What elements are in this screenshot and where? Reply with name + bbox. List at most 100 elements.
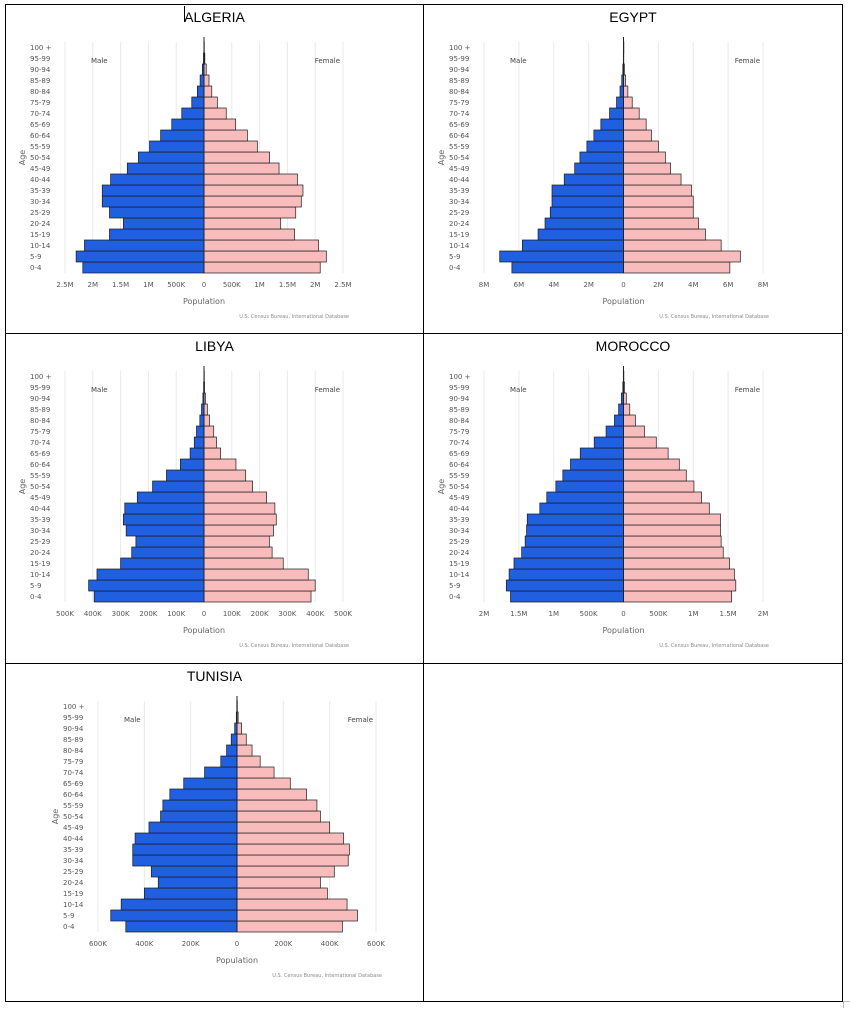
age-tick-label: 30-34	[449, 527, 470, 535]
age-tick-label: 45-49	[30, 494, 50, 502]
male-bar	[126, 162, 205, 175]
panel-title: TUNISIA	[186, 668, 243, 684]
age-tick-label: 65-69	[30, 450, 50, 458]
x-tick-label: 4M	[549, 281, 560, 289]
female-bar	[623, 250, 741, 263]
x-tick-label: 600K	[367, 940, 385, 948]
age-tick-label: 20-24	[30, 549, 51, 557]
female-bar	[203, 85, 213, 98]
panel-tunisia: TUNISIA 0-4 5-9 10-14 15-19 20-24 25-29 30-34 3…	[5, 663, 424, 1002]
female-label: Female	[315, 57, 340, 65]
male-bar	[149, 140, 205, 153]
female-bar	[203, 590, 312, 603]
male-bar	[180, 458, 205, 471]
age-tick-label: 100 +	[449, 373, 471, 381]
male-bar	[562, 469, 624, 482]
female-bar	[203, 458, 237, 471]
male-bar	[226, 744, 238, 757]
female-bar	[203, 524, 274, 537]
panel-empty	[423, 663, 843, 1002]
female-bar	[623, 129, 652, 142]
x-tick-label: 400K	[84, 610, 102, 618]
age-tick-label: 60-64	[30, 461, 51, 469]
female-bar	[623, 85, 629, 98]
age-tick-label: 75-79	[30, 99, 50, 107]
age-tick-label: 15-19	[30, 560, 50, 568]
male-label: Male	[510, 386, 527, 394]
age-tick-label: 65-69	[449, 450, 469, 458]
x-tick-label: 500K	[167, 281, 185, 289]
pyramid-grid: ALGERIA 0-4 5-9 10-14 15-19 20-24 25-29 30-34 3…	[5, 4, 843, 1002]
age-tick-label: 60-64	[30, 132, 51, 140]
male-bar	[132, 843, 238, 856]
population-pyramid-chart: 0-4 5-9 10-14 15-19 20-24 25-29 30-34 35-39 40-4…	[437, 37, 769, 320]
age-tick-label: 95-99	[63, 714, 83, 722]
x-tick-label: 6M	[514, 281, 525, 289]
x-axis-title: Population	[216, 956, 258, 965]
male-bar	[544, 217, 624, 230]
female-bar	[203, 74, 210, 87]
female-bar	[203, 151, 270, 164]
male-bar	[189, 447, 205, 460]
age-axis-title: Age	[437, 479, 446, 495]
male-bar	[131, 546, 205, 559]
male-bar	[135, 535, 205, 548]
age-tick-label: 5-9	[449, 253, 460, 261]
x-tick-label: 200K	[139, 610, 157, 618]
male-bar	[110, 173, 205, 186]
age-tick-label: 20-24	[30, 220, 51, 228]
female-bar	[203, 239, 319, 252]
age-tick-label: 0-4	[449, 593, 461, 601]
x-tick-label: 0	[621, 281, 625, 289]
age-tick-label: 30-34	[30, 527, 51, 535]
x-tick-label: 400K	[135, 940, 153, 948]
male-bar	[522, 239, 624, 252]
male-bar	[148, 821, 238, 834]
female-bar	[236, 832, 344, 845]
age-tick-label: 30-34	[449, 198, 470, 206]
age-tick-label: 0-4	[63, 923, 75, 931]
panel-algeria: ALGERIA 0-4 5-9 10-14 15-19 20-24 25-29 30-34 3…	[5, 4, 424, 334]
female-bar	[203, 129, 248, 142]
male-bar	[539, 502, 624, 515]
x-tick-label: 2.5M	[56, 281, 73, 289]
male-bar	[551, 184, 624, 197]
male-bar	[593, 436, 624, 449]
age-tick-label: 45-49	[449, 165, 469, 173]
female-bar	[623, 107, 640, 120]
female-bar	[623, 184, 692, 197]
x-tick-label: 4M	[688, 281, 699, 289]
age-tick-label: 15-19	[449, 560, 469, 568]
female-bar	[236, 799, 318, 812]
x-axis-title: Population	[183, 297, 225, 306]
x-tick-label: 2M	[583, 281, 594, 289]
age-tick-label: 90-94	[449, 66, 470, 74]
age-tick-label: 40-44	[30, 176, 51, 184]
male-bar	[574, 162, 624, 175]
female-bar	[236, 821, 331, 834]
male-bar	[563, 173, 624, 186]
female-bar	[236, 810, 321, 823]
male-bar	[160, 129, 205, 142]
female-bar	[623, 480, 695, 493]
female-label: Female	[735, 57, 760, 65]
female-bar	[203, 107, 227, 120]
female-bar	[236, 887, 328, 900]
female-label: Female	[348, 716, 373, 724]
female-bar	[236, 843, 350, 856]
age-axis-title: Age	[18, 150, 27, 166]
source-note: U.S. Census Bureau, International Databa…	[659, 643, 769, 649]
male-bar	[132, 854, 238, 867]
female-bar	[203, 250, 327, 263]
female-bar	[203, 261, 321, 274]
male-bar	[75, 250, 205, 263]
source-note: U.S. Census Bureau, International Databa…	[659, 314, 769, 320]
male-bar	[136, 491, 205, 504]
female-bar	[203, 568, 309, 581]
x-axis-title: Population	[183, 626, 225, 635]
x-tick-label: 1M	[549, 610, 560, 618]
female-bar	[203, 491, 267, 504]
male-bar	[499, 250, 624, 263]
age-tick-label: 55-59	[449, 143, 469, 151]
female-bar	[623, 151, 666, 164]
